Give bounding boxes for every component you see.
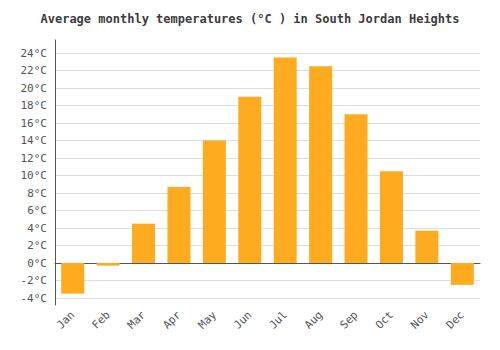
svg-text:Apr: Apr — [160, 308, 183, 331]
svg-text:16°C: 16°C — [21, 117, 48, 130]
svg-text:2°C: 2°C — [27, 239, 47, 252]
svg-text:Jul: Jul — [267, 308, 290, 331]
svg-text:12°C: 12°C — [21, 152, 48, 165]
svg-text:-2°C: -2°C — [21, 274, 48, 287]
svg-text:24°C: 24°C — [21, 47, 48, 60]
svg-text:-4°C: -4°C — [21, 292, 48, 305]
svg-text:6°C: 6°C — [27, 204, 47, 217]
svg-text:4°C: 4°C — [27, 222, 47, 235]
svg-text:May: May — [196, 308, 219, 331]
svg-text:14°C: 14°C — [21, 134, 48, 147]
svg-text:Jan: Jan — [54, 308, 77, 331]
svg-text:Average monthly temperatures (: Average monthly temperatures (°C ) in So… — [40, 12, 459, 26]
svg-text:Jun: Jun — [231, 308, 254, 331]
svg-text:Aug: Aug — [302, 308, 325, 331]
svg-text:Sep: Sep — [337, 308, 360, 331]
svg-text:Nov: Nov — [408, 308, 431, 331]
svg-text:20°C: 20°C — [21, 82, 48, 95]
svg-text:0°C: 0°C — [27, 257, 47, 270]
svg-text:22°C: 22°C — [21, 64, 48, 77]
svg-text:10°C: 10°C — [21, 169, 48, 182]
svg-text:Dec: Dec — [444, 308, 467, 331]
svg-text:Oct: Oct — [373, 308, 396, 331]
svg-text:Mar: Mar — [125, 308, 148, 331]
svg-text:18°C: 18°C — [21, 99, 48, 112]
svg-text:Feb: Feb — [89, 308, 112, 331]
svg-text:8°C: 8°C — [27, 187, 47, 200]
